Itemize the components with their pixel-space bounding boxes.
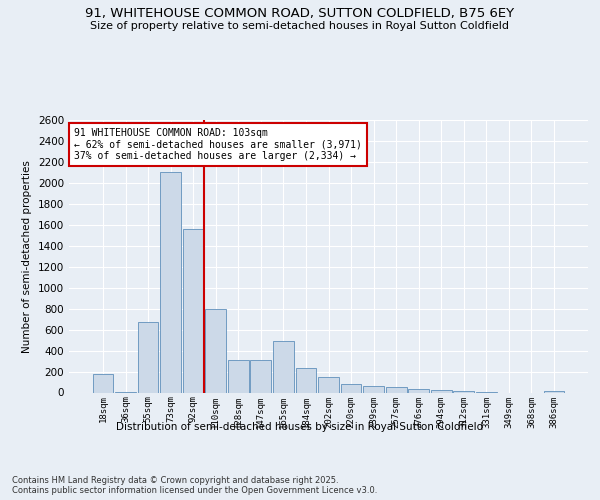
Bar [318,377,339,392]
Bar [341,384,361,392]
Bar [386,386,407,392]
Bar [205,308,226,392]
Bar [160,172,181,392]
Bar [296,368,316,392]
Bar [409,389,429,392]
Bar [92,374,113,392]
Text: 91, WHITEHOUSE COMMON ROAD, SUTTON COLDFIELD, B75 6EY: 91, WHITEHOUSE COMMON ROAD, SUTTON COLDF… [85,8,515,20]
Text: Distribution of semi-detached houses by size in Royal Sutton Coldfield: Distribution of semi-detached houses by … [116,422,484,432]
Bar [431,390,452,392]
Text: 91 WHITEHOUSE COMMON ROAD: 103sqm
← 62% of semi-detached houses are smaller (3,9: 91 WHITEHOUSE COMMON ROAD: 103sqm ← 62% … [74,128,362,162]
Bar [228,360,248,392]
Text: Size of property relative to semi-detached houses in Royal Sutton Coldfield: Size of property relative to semi-detach… [91,21,509,31]
Text: Contains HM Land Registry data © Crown copyright and database right 2025.
Contai: Contains HM Land Registry data © Crown c… [12,476,377,495]
Y-axis label: Number of semi-detached properties: Number of semi-detached properties [22,160,32,352]
Bar [273,341,294,392]
Bar [363,386,384,392]
Bar [250,360,271,392]
Bar [137,322,158,392]
Bar [183,229,203,392]
